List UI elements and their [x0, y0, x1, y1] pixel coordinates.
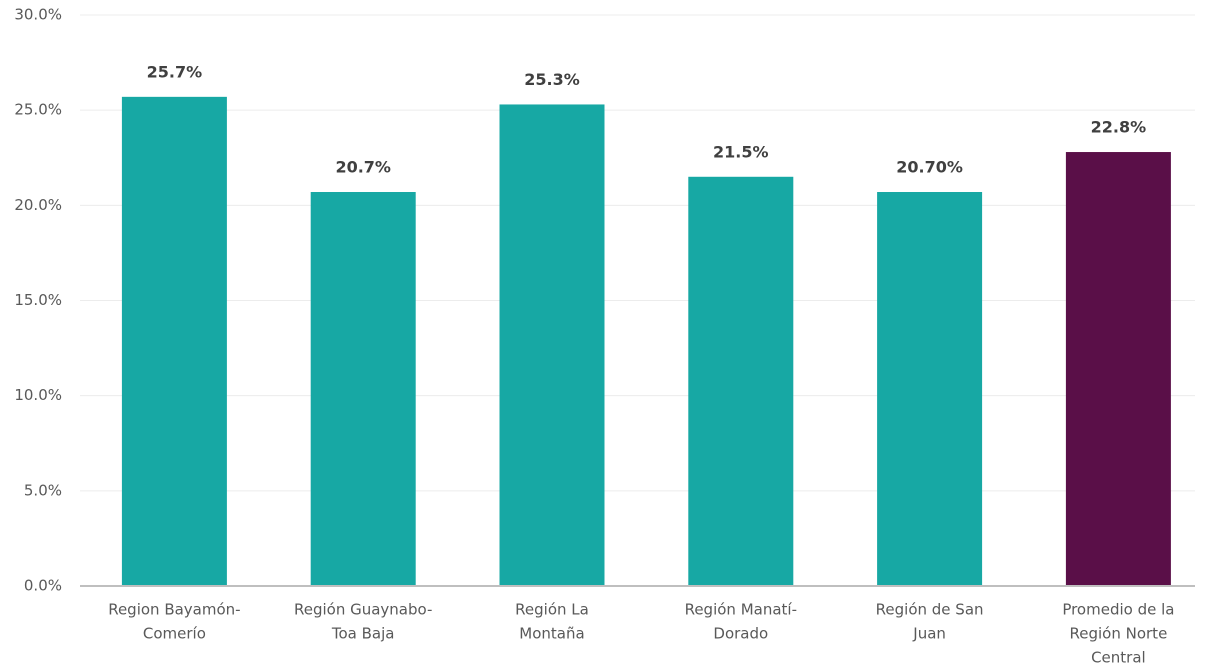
y-tick-label: 20.0%	[14, 196, 62, 214]
x-tick-label: Comerío	[143, 625, 206, 643]
x-tick-label: Montaña	[519, 625, 584, 643]
x-tick-label: Región de San	[876, 601, 984, 619]
y-tick-label: 10.0%	[14, 386, 62, 404]
x-tick-label: Región La	[515, 601, 589, 619]
bar	[688, 176, 794, 587]
y-tick-label: 0.0%	[24, 577, 62, 595]
bar	[1065, 152, 1171, 587]
x-tick-label: Promedio de la	[1062, 601, 1174, 619]
x-tick-label: Central	[1091, 649, 1146, 665]
y-tick-label: 15.0%	[14, 291, 62, 309]
value-label: 25.7%	[147, 62, 203, 81]
value-label: 20.70%	[896, 158, 963, 177]
x-tick-label: Juan	[912, 625, 946, 643]
x-tick-label: Dorado	[713, 625, 768, 643]
bar	[499, 104, 605, 586]
y-tick-label: 30.0%	[14, 6, 62, 24]
value-label: 21.5%	[713, 142, 769, 161]
bar	[121, 96, 227, 587]
bar	[877, 192, 983, 586]
x-tick-label: Región Guaynabo-	[294, 601, 432, 619]
x-tick-label: Region Bayamón-	[108, 601, 240, 619]
value-label: 25.3%	[524, 70, 580, 89]
value-label: 20.7%	[335, 158, 391, 177]
x-tick-label: Región Manatí-	[685, 601, 797, 619]
x-tick-label: Toa Baja	[331, 625, 395, 643]
x-tick-label: Región Norte	[1070, 625, 1168, 643]
bar	[310, 192, 416, 586]
y-tick-label: 5.0%	[24, 481, 62, 499]
y-tick-label: 25.0%	[14, 101, 62, 119]
value-label: 22.8%	[1091, 118, 1147, 137]
